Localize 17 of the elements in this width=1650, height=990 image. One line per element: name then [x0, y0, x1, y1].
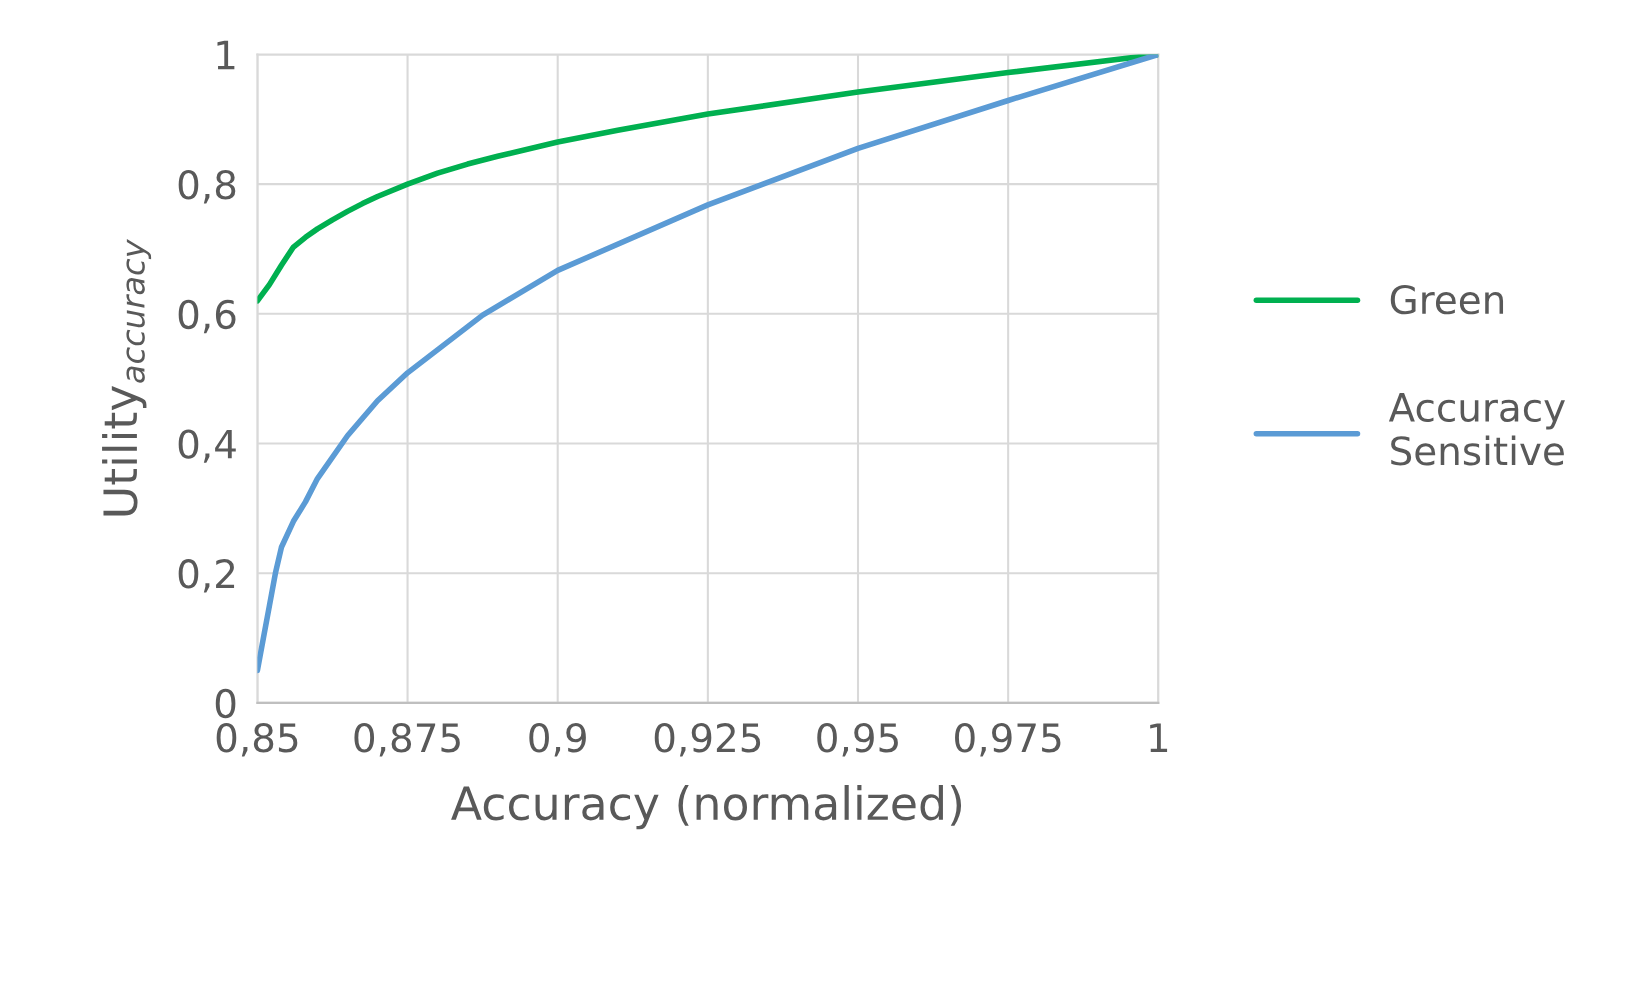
x-tick-label: 0,95	[817, 723, 898, 757]
x-tick-label: 0,85	[216, 723, 298, 757]
x-tick-label: 0,925	[654, 723, 761, 757]
legend-label: Green	[1390, 284, 1504, 315]
x-tick-label: 0,9	[529, 723, 586, 757]
y-axis-title: Utility$_{accuracy}$	[102, 239, 152, 516]
legend-label: Accuracy Sensitive	[1388, 393, 1565, 466]
x-axis-title: Accuracy (normalized)	[451, 784, 962, 830]
x-tick-label: 1	[1150, 723, 1168, 752]
y-tick-label: 0,2	[178, 559, 235, 593]
x-tick-label: 0,975	[955, 723, 1061, 757]
y-tick-label: 0,4	[178, 429, 236, 463]
y-tick-label: 0	[215, 688, 236, 719]
y-tick-label: 0,6	[178, 299, 236, 334]
y-tick-label: 0,8	[178, 170, 236, 204]
x-tick-label: 0,875	[354, 723, 460, 757]
y-tick-label: 1	[217, 40, 235, 70]
